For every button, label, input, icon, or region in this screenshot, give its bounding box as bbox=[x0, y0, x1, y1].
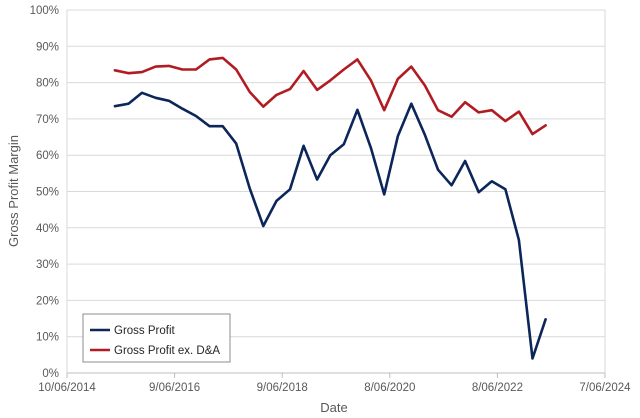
x-tick-label: 9/06/2018 bbox=[257, 382, 308, 394]
y-axis-ticks: 0% 10% 20% 30% 40% 50% 60% 70% 80% 90% 100% bbox=[30, 5, 59, 380]
x-tick-label: 7/06/2024 bbox=[579, 382, 631, 394]
grid-lines bbox=[66, 9, 606, 374]
legend-label-gross-profit: Gross Profit bbox=[114, 325, 176, 337]
y-tick-label: 20% bbox=[36, 295, 59, 307]
y-tick-label: 90% bbox=[36, 41, 59, 53]
y-tick-label: 80% bbox=[36, 78, 59, 90]
y-tick-label: 70% bbox=[36, 114, 59, 126]
y-axis-title: Gross Profit Margin bbox=[6, 135, 21, 247]
x-axis-ticks: 10/06/2014 9/06/2016 9/06/2018 8/06/2020 8/0… bbox=[38, 372, 631, 394]
y-tick-label: 40% bbox=[36, 223, 59, 235]
y-tick-label: 30% bbox=[36, 259, 59, 271]
y-tick-label: 10% bbox=[36, 332, 59, 344]
y-tick-label: 100% bbox=[30, 5, 59, 17]
legend-box bbox=[82, 313, 231, 363]
x-tick-label: 8/06/2022 bbox=[472, 382, 523, 394]
x-axis-title: Date bbox=[320, 400, 347, 415]
legend: Gross Profit Gross Profit ex. D&A bbox=[82, 313, 231, 363]
y-tick-label: 0% bbox=[42, 368, 59, 380]
series-line-gross-profit-ex-d-a bbox=[113, 56, 547, 136]
y-tick-label: 50% bbox=[36, 187, 59, 199]
x-tick-label: 9/06/2016 bbox=[149, 382, 200, 394]
series-line-gross-profit bbox=[113, 91, 547, 360]
legend-label-gross-profit-ex-da: Gross Profit ex. D&A bbox=[114, 345, 220, 357]
y-tick-label: 60% bbox=[36, 150, 59, 162]
x-tick-label: 8/06/2020 bbox=[364, 382, 415, 394]
x-tick-label: 10/06/2014 bbox=[38, 382, 96, 394]
series-lines bbox=[113, 56, 547, 360]
